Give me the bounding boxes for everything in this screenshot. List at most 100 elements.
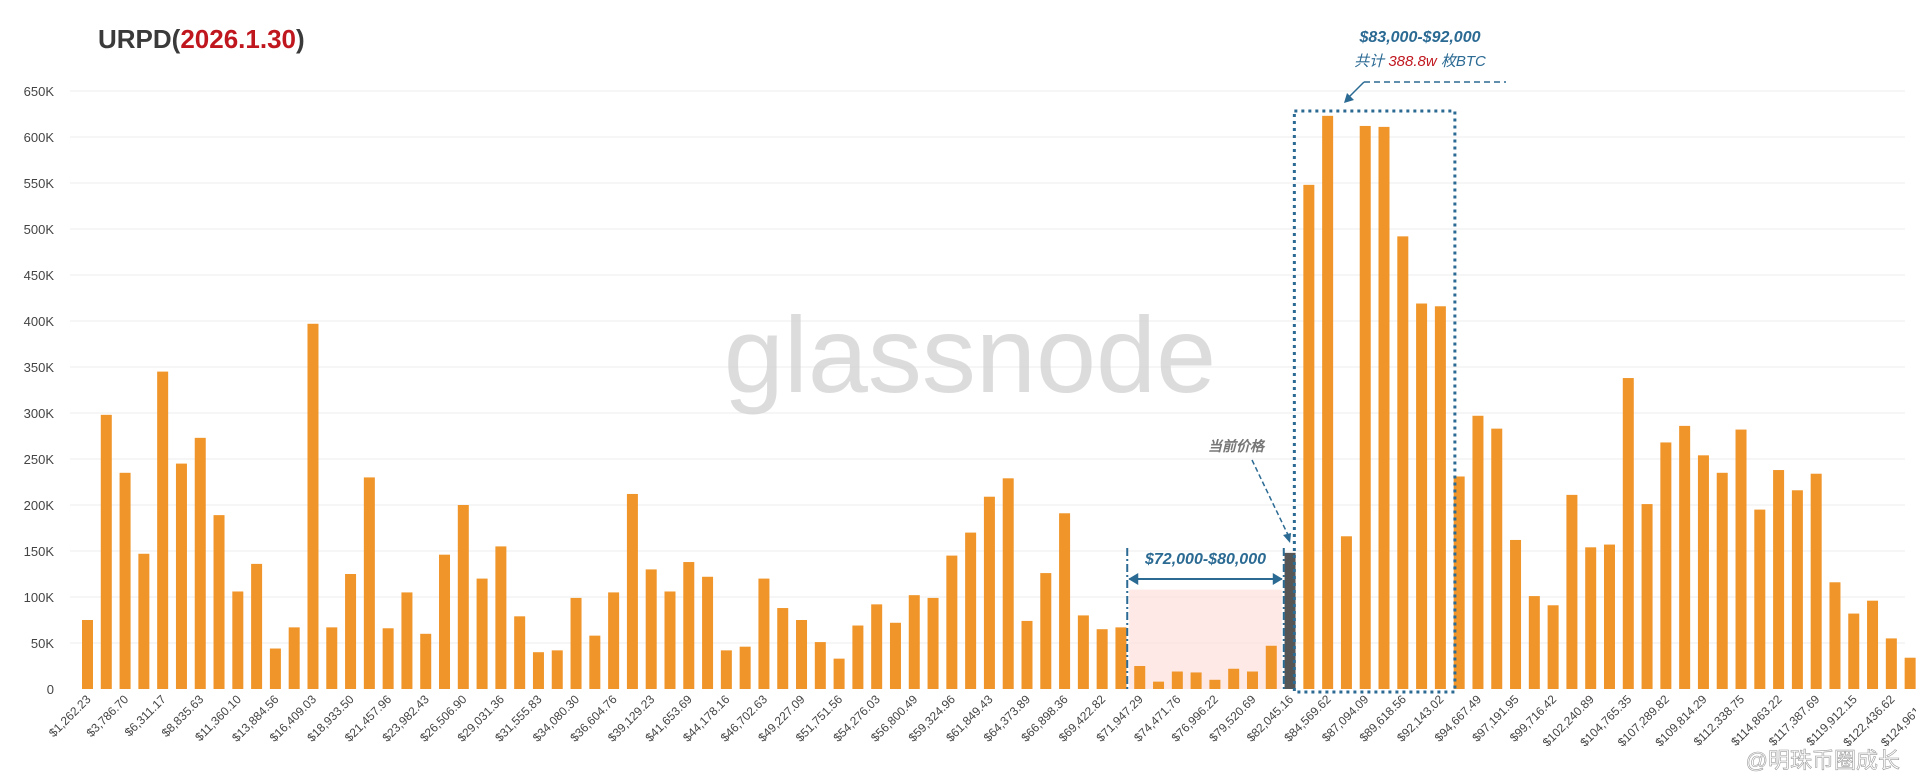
bar [927, 597, 939, 689]
x-axis-tick-labels: $1,262.23$3,786.70$6,311.17$8,835.63$11,… [46, 692, 1916, 749]
gridlines [70, 90, 1905, 644]
range-high-total: 共计 388.8w 枚BTC [1354, 53, 1486, 70]
bar [1791, 490, 1803, 689]
bar [871, 604, 883, 689]
bar [1697, 455, 1709, 689]
bar [457, 505, 469, 689]
total-suffix: 枚BTC [1437, 53, 1486, 70]
bar [138, 553, 150, 689]
bar [570, 597, 582, 689]
range-high-leader-diagonal [1347, 81, 1365, 99]
bar [439, 554, 451, 689]
y-tick-label: 300K [24, 406, 55, 421]
range-high-arrow-head [1344, 93, 1354, 103]
bar [232, 591, 244, 689]
bar [382, 628, 394, 689]
bar [82, 620, 93, 689]
y-tick-label: 250K [24, 452, 55, 467]
range-low-arrow-left-head [1128, 573, 1139, 585]
bar [645, 569, 657, 689]
bars [82, 115, 1916, 690]
bar [194, 437, 206, 689]
bar [1566, 494, 1578, 689]
bar [1378, 126, 1390, 689]
range-high-box [1292, 109, 1457, 694]
bar [476, 578, 488, 689]
bar [1773, 470, 1785, 689]
bar [1641, 504, 1653, 689]
footer-watermark: @明珠币圈成长 [1746, 748, 1900, 773]
bar [1867, 600, 1879, 689]
y-tick-label: 600K [24, 130, 55, 145]
y-tick-label: 350K [24, 360, 55, 375]
bar [251, 563, 263, 689]
y-tick-label: 400K [24, 314, 55, 329]
title-date: 2026.1.30 [180, 24, 297, 54]
bar [1810, 473, 1822, 689]
bar [345, 574, 357, 689]
range-high-label: $83,000-$92,000 [1359, 29, 1481, 46]
bar [514, 616, 526, 689]
bar [420, 633, 432, 689]
bar [1322, 115, 1334, 690]
bar [889, 622, 901, 689]
bar [1603, 544, 1615, 689]
y-tick-label: 500K [24, 222, 55, 237]
bar [1096, 629, 1108, 689]
annotations: $72,000-$80,000 $83,000-$92,000 共计 388.8w … [1126, 29, 1506, 694]
bar [1547, 605, 1559, 689]
bar [1228, 668, 1240, 689]
bar [326, 627, 338, 689]
bar [777, 608, 789, 689]
bar [1679, 425, 1691, 689]
bar [1491, 428, 1503, 689]
y-tick-label: 550K [24, 176, 55, 191]
bar [814, 642, 826, 689]
bar [401, 592, 413, 689]
bar [1002, 478, 1014, 689]
bar [1190, 672, 1202, 689]
bar [532, 652, 544, 689]
bar [1359, 125, 1371, 689]
bar [1660, 442, 1672, 689]
bar [363, 477, 375, 689]
bar [1265, 645, 1277, 689]
bar [720, 650, 732, 689]
bar [796, 620, 808, 689]
current-price-arrow-head [1283, 533, 1292, 543]
bar [683, 562, 695, 689]
bar [758, 578, 770, 689]
range-low-arrow-right-head [1272, 573, 1283, 585]
bar [702, 576, 714, 689]
y-tick-label: 200K [24, 498, 55, 513]
bar [213, 515, 225, 689]
glassnode-watermark: glassnode [724, 294, 1216, 415]
bar [1134, 666, 1146, 689]
bar [739, 646, 751, 689]
bar [307, 323, 319, 689]
bar [908, 595, 920, 689]
bar [1453, 476, 1465, 689]
y-tick-label: 650K [24, 84, 55, 99]
bar [1904, 657, 1916, 689]
chart-title: URPD(2026.1.30) [98, 24, 305, 55]
bar [157, 371, 169, 689]
bar [1416, 303, 1428, 689]
total-value: 388.8w [1388, 53, 1438, 70]
bar [1397, 236, 1409, 690]
bar [1885, 638, 1897, 689]
y-tick-label: 450K [24, 268, 55, 283]
bar [1059, 513, 1071, 689]
bar [983, 496, 995, 689]
range-low-label: $72,000-$80,000 [1144, 551, 1266, 568]
bar [1153, 681, 1165, 689]
y-axis-tick-labels: 0 50K 100K 150K 200K 250K 300K 350K 400K 450K 500K… [24, 84, 55, 697]
bar [100, 414, 112, 689]
bar [1246, 671, 1258, 689]
title-prefix: URPD( [98, 24, 181, 54]
y-tick-label: 0 [47, 682, 54, 697]
bar [495, 546, 507, 689]
current-price-label: 当前价格 [1208, 438, 1266, 454]
